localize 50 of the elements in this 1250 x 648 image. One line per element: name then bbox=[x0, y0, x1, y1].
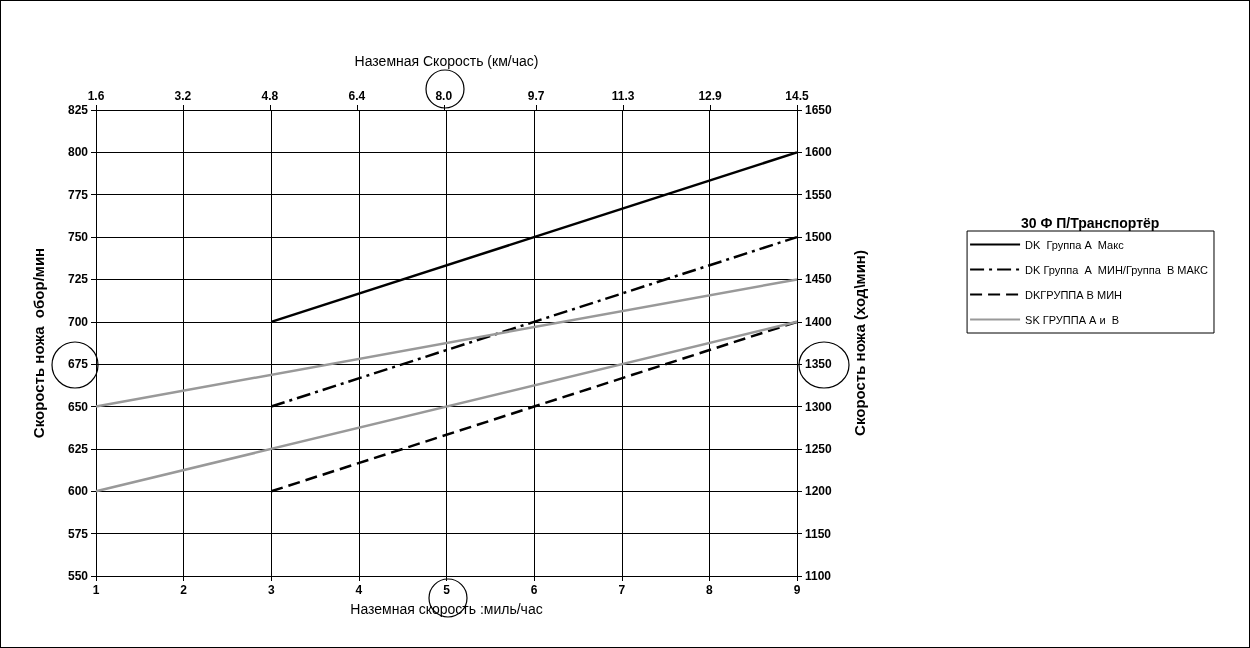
y-tick-label: 550 bbox=[67, 569, 89, 583]
y-tick-label: 725 bbox=[67, 272, 89, 287]
y2-tick-label: 1350 bbox=[805, 357, 833, 372]
y2-tick-label: 1100 bbox=[805, 569, 832, 583]
x-tick-label: 9 bbox=[793, 583, 801, 597]
legend-label: DK Группа А Макс bbox=[1025, 238, 1125, 251]
legend-label: DKГРУППА В МИН bbox=[1025, 288, 1123, 301]
y-tick-label: 625 bbox=[67, 441, 89, 456]
x-tick-label: 1 bbox=[92, 583, 100, 597]
y-tick-label: 675 bbox=[67, 357, 89, 372]
y2-tick-label: 1250 bbox=[805, 441, 833, 456]
y2-tick-label: 1450 bbox=[805, 272, 833, 287]
legend-label: SK ГРУППА А и В bbox=[1025, 313, 1120, 326]
y2-tick-label: 1600 bbox=[805, 145, 833, 160]
y-tick-label: 775 bbox=[67, 187, 89, 202]
y2-tick-label: 1400 bbox=[805, 314, 833, 329]
x-tick-label: 7 bbox=[618, 583, 626, 597]
y-tick-label: 750 bbox=[67, 230, 89, 245]
x-tick-label: 2 bbox=[180, 583, 188, 597]
y2-tick-label: 1550 bbox=[805, 187, 833, 202]
y-tick-label: 600 bbox=[67, 484, 89, 499]
x2-tick-label: 4.8 bbox=[261, 89, 279, 103]
y2-tick-label: 1200 bbox=[805, 484, 833, 499]
x2-tick-label: 6.4 bbox=[348, 89, 366, 103]
x2-tick-label: 11.3 bbox=[611, 89, 635, 103]
y2-tick-label: 1300 bbox=[805, 399, 833, 414]
x-tick-label: 8 bbox=[706, 583, 714, 597]
y2-tick-label: 1650 bbox=[805, 103, 833, 117]
x-tick-label: 4 bbox=[355, 583, 363, 597]
y2-tick-label: 1150 bbox=[805, 526, 832, 541]
x-tick-label: 6 bbox=[530, 583, 538, 597]
x2-axis-title: Наземная Скорость (км/час) bbox=[354, 53, 539, 69]
x2-tick-label: 8.0 bbox=[435, 89, 453, 103]
y2-axis-title: Скорость ножа (ход\мин) bbox=[851, 250, 868, 436]
y-tick-label: 800 bbox=[67, 145, 89, 160]
legend-title: 30 Ф П/Транспортёр bbox=[1021, 215, 1160, 231]
y2-tick-label: 1500 bbox=[805, 230, 833, 245]
y-tick-label: 700 bbox=[67, 314, 89, 329]
y-tick-label: 575 bbox=[67, 526, 89, 541]
x2-tick-label: 3.2 bbox=[174, 89, 192, 103]
y-axis-title: Скорость ножа обор/мин bbox=[30, 247, 47, 439]
y-tick-label: 650 bbox=[67, 399, 89, 414]
x2-tick-label: 12.9 bbox=[698, 89, 723, 103]
x2-tick-label: 9.7 bbox=[527, 89, 545, 103]
x2-tick-label: 14.5 bbox=[785, 89, 809, 103]
legend-label: DK Группа А МИН/Группа В МАКС bbox=[1025, 263, 1209, 276]
y-tick-label: 825 bbox=[67, 103, 89, 117]
x2-tick-label: 1.6 bbox=[87, 89, 105, 103]
x-tick-label: 3 bbox=[267, 583, 275, 597]
x-tick-label: 5 bbox=[443, 583, 451, 597]
